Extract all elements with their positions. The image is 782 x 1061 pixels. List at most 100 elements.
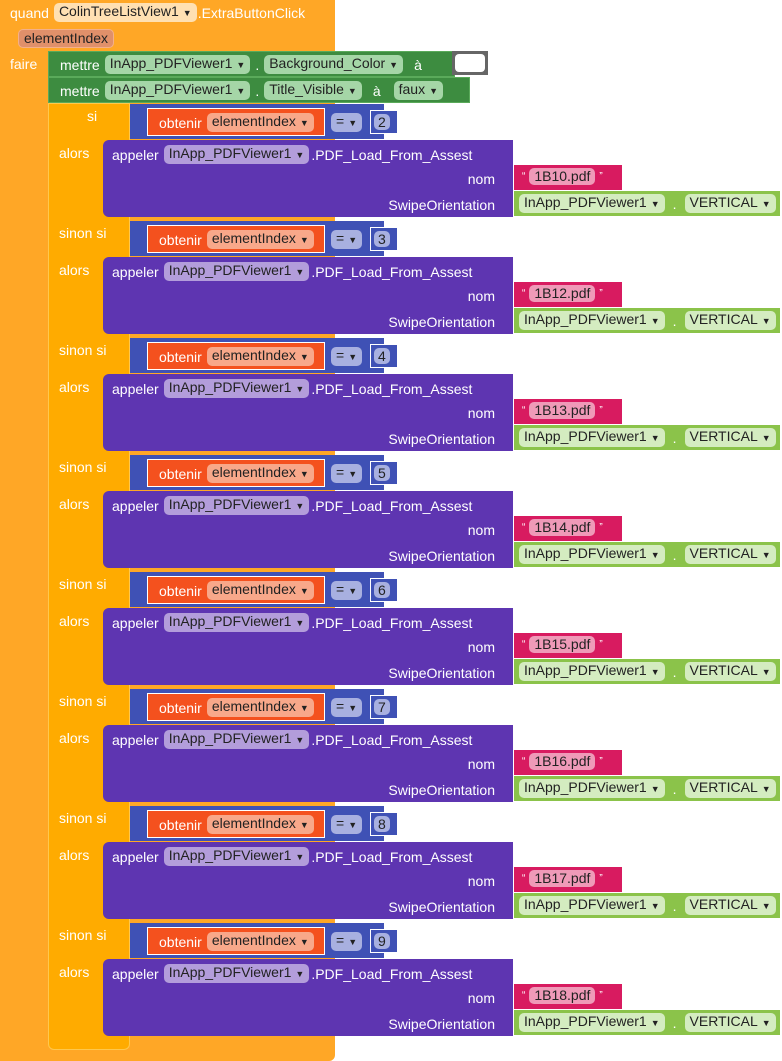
operator-dropdown[interactable]: = ▼ bbox=[331, 113, 363, 132]
number-value[interactable]: 7 bbox=[374, 699, 390, 715]
component-dropdown-value: InApp_PDFViewer1 bbox=[168, 379, 292, 395]
file-name-field[interactable]: 1B12.pdf bbox=[529, 285, 596, 302]
file-name-field[interactable]: 1B13.pdf bbox=[529, 402, 596, 419]
number-value[interactable]: 4 bbox=[374, 348, 390, 364]
number-block[interactable]: 6 bbox=[370, 578, 398, 602]
dot: . bbox=[255, 82, 260, 99]
variable-dropdown-value: elementIndex bbox=[211, 464, 296, 480]
component-dropdown[interactable]: InApp_PDFViewer1 ▼ bbox=[163, 262, 310, 281]
operator-dropdown[interactable]: = ▼ bbox=[331, 347, 363, 366]
number-block[interactable]: 9 bbox=[370, 929, 398, 953]
component-dropdown[interactable]: InApp_PDFViewer1 ▼ bbox=[519, 662, 665, 681]
operator-dropdown[interactable]: = ▼ bbox=[331, 815, 363, 834]
color-white-block[interactable] bbox=[452, 51, 488, 75]
param-elementIndex[interactable]: elementIndex bbox=[18, 29, 115, 48]
component-dropdown[interactable]: InApp_PDFViewer1 ▼ bbox=[519, 428, 665, 447]
component-dropdown[interactable]: InApp_PDFViewer1 ▼ bbox=[519, 779, 665, 798]
then-label: alors bbox=[59, 379, 90, 395]
number-value[interactable]: 6 bbox=[374, 582, 390, 598]
component-dropdown-value: InApp_PDFViewer1 bbox=[524, 896, 647, 912]
orientation-dropdown[interactable]: VERTICAL ▼ bbox=[684, 662, 776, 681]
component-dropdown[interactable]: InApp_PDFViewer1 ▼ bbox=[163, 613, 310, 632]
component-name: InApp_PDFViewer1 bbox=[109, 55, 233, 71]
file-name-field[interactable]: 1B16.pdf bbox=[529, 753, 596, 770]
quote-close: ” bbox=[599, 873, 603, 884]
operator-dropdown[interactable]: = ▼ bbox=[331, 464, 363, 483]
orientation-dropdown[interactable]: VERTICAL ▼ bbox=[684, 779, 776, 798]
variable-dropdown[interactable]: elementIndex ▼ bbox=[206, 464, 314, 483]
variable-dropdown[interactable]: elementIndex ▼ bbox=[206, 113, 314, 132]
component-dropdown[interactable]: ColinTreeListView1 ▼ bbox=[53, 3, 197, 22]
variable-dropdown[interactable]: elementIndex ▼ bbox=[206, 698, 314, 717]
chevron-down-icon: ▼ bbox=[348, 352, 358, 362]
number-value[interactable]: 3 bbox=[374, 231, 390, 247]
file-name-field[interactable]: 1B17.pdf bbox=[529, 870, 596, 887]
variable-dropdown[interactable]: elementIndex ▼ bbox=[206, 932, 314, 951]
component-dropdown[interactable]: InApp_PDFViewer1 ▼ bbox=[163, 379, 310, 398]
quote-open: “ bbox=[522, 639, 526, 650]
chevron-down-icon: ▼ bbox=[650, 1018, 660, 1028]
orientation-dropdown[interactable]: VERTICAL ▼ bbox=[684, 194, 776, 213]
call-keyword: appeler bbox=[112, 263, 159, 280]
variable-dropdown[interactable]: elementIndex ▼ bbox=[206, 347, 314, 366]
variable-dropdown-value: elementIndex bbox=[211, 347, 296, 363]
if-label: si bbox=[87, 108, 98, 124]
get-keyword: obtenir bbox=[159, 699, 202, 716]
orientation-dropdown[interactable]: VERTICAL ▼ bbox=[684, 311, 776, 330]
component-dropdown[interactable]: InApp_PDFViewer1 ▼ bbox=[163, 145, 310, 164]
quote-open: “ bbox=[522, 990, 526, 1001]
operator-dropdown[interactable]: = ▼ bbox=[331, 932, 363, 951]
number-value[interactable]: 9 bbox=[374, 933, 390, 949]
component-dropdown[interactable]: InApp_PDFViewer1 ▼ bbox=[163, 847, 310, 866]
variable-dropdown-value: elementIndex bbox=[211, 815, 296, 831]
operator-dropdown[interactable]: = ▼ bbox=[331, 230, 363, 249]
dot: . bbox=[672, 195, 677, 212]
number-block[interactable]: 3 bbox=[370, 227, 398, 251]
number-block[interactable]: 7 bbox=[370, 695, 398, 719]
arg-swipe-label: SwipeOrientation bbox=[388, 782, 495, 798]
variable-dropdown[interactable]: elementIndex ▼ bbox=[206, 815, 314, 834]
component-dropdown[interactable]: InApp_PDFViewer1 ▼ bbox=[163, 496, 310, 515]
number-block[interactable]: 2 bbox=[370, 110, 398, 134]
number-value[interactable]: 2 bbox=[374, 114, 390, 130]
arg-swipe-label: SwipeOrientation bbox=[388, 665, 495, 681]
property-dropdown[interactable]: Title_Visible ▼ bbox=[264, 81, 362, 100]
variable-dropdown[interactable]: elementIndex ▼ bbox=[206, 581, 314, 600]
component-dropdown[interactable]: InApp_PDFViewer1 ▼ bbox=[519, 545, 665, 564]
variable-dropdown[interactable]: elementIndex ▼ bbox=[206, 230, 314, 249]
orientation-dropdown[interactable]: VERTICAL ▼ bbox=[684, 428, 776, 447]
number-value[interactable]: 8 bbox=[374, 816, 390, 832]
chevron-down-icon: ▼ bbox=[650, 199, 660, 209]
component-dropdown-value: InApp_PDFViewer1 bbox=[168, 613, 292, 629]
file-name-field[interactable]: 1B18.pdf bbox=[529, 987, 596, 1004]
operator-dropdown[interactable]: = ▼ bbox=[331, 698, 363, 717]
component-dropdown[interactable]: InApp_PDFViewer1 ▼ bbox=[104, 81, 251, 100]
number-block[interactable]: 8 bbox=[370, 812, 398, 836]
boolean-dropdown[interactable]: faux ▼ bbox=[393, 81, 444, 100]
operator-dropdown[interactable]: = ▼ bbox=[331, 581, 363, 600]
number-block[interactable]: 4 bbox=[370, 344, 398, 368]
component-dropdown[interactable]: InApp_PDFViewer1 ▼ bbox=[163, 964, 310, 983]
then-label: alors bbox=[59, 964, 90, 980]
orientation-dropdown[interactable]: VERTICAL ▼ bbox=[684, 896, 776, 915]
component-dropdown-value: InApp_PDFViewer1 bbox=[168, 964, 292, 980]
method-name: .PDF_Load_From_Assest bbox=[311, 497, 473, 514]
component-dropdown[interactable]: InApp_PDFViewer1 ▼ bbox=[519, 1013, 665, 1032]
component-dropdown[interactable]: InApp_PDFViewer1 ▼ bbox=[104, 55, 251, 74]
number-value[interactable]: 5 bbox=[374, 465, 390, 481]
property-dropdown[interactable]: Background_Color ▼ bbox=[264, 55, 404, 74]
component-dropdown[interactable]: InApp_PDFViewer1 ▼ bbox=[519, 194, 665, 213]
chevron-down-icon: ▼ bbox=[299, 703, 309, 713]
get-keyword: obtenir bbox=[159, 933, 202, 950]
file-name-field[interactable]: 1B14.pdf bbox=[529, 519, 596, 536]
file-name-field[interactable]: 1B15.pdf bbox=[529, 636, 596, 653]
orientation-dropdown[interactable]: VERTICAL ▼ bbox=[684, 545, 776, 564]
arg-swipe-label: SwipeOrientation bbox=[388, 1016, 495, 1032]
chevron-down-icon: ▼ bbox=[389, 60, 399, 70]
number-block[interactable]: 5 bbox=[370, 461, 398, 485]
component-dropdown[interactable]: InApp_PDFViewer1 ▼ bbox=[519, 896, 665, 915]
component-dropdown[interactable]: InApp_PDFViewer1 ▼ bbox=[163, 730, 310, 749]
orientation-dropdown[interactable]: VERTICAL ▼ bbox=[684, 1013, 776, 1032]
file-name-field[interactable]: 1B10.pdf bbox=[529, 168, 596, 185]
component-dropdown[interactable]: InApp_PDFViewer1 ▼ bbox=[519, 311, 665, 330]
